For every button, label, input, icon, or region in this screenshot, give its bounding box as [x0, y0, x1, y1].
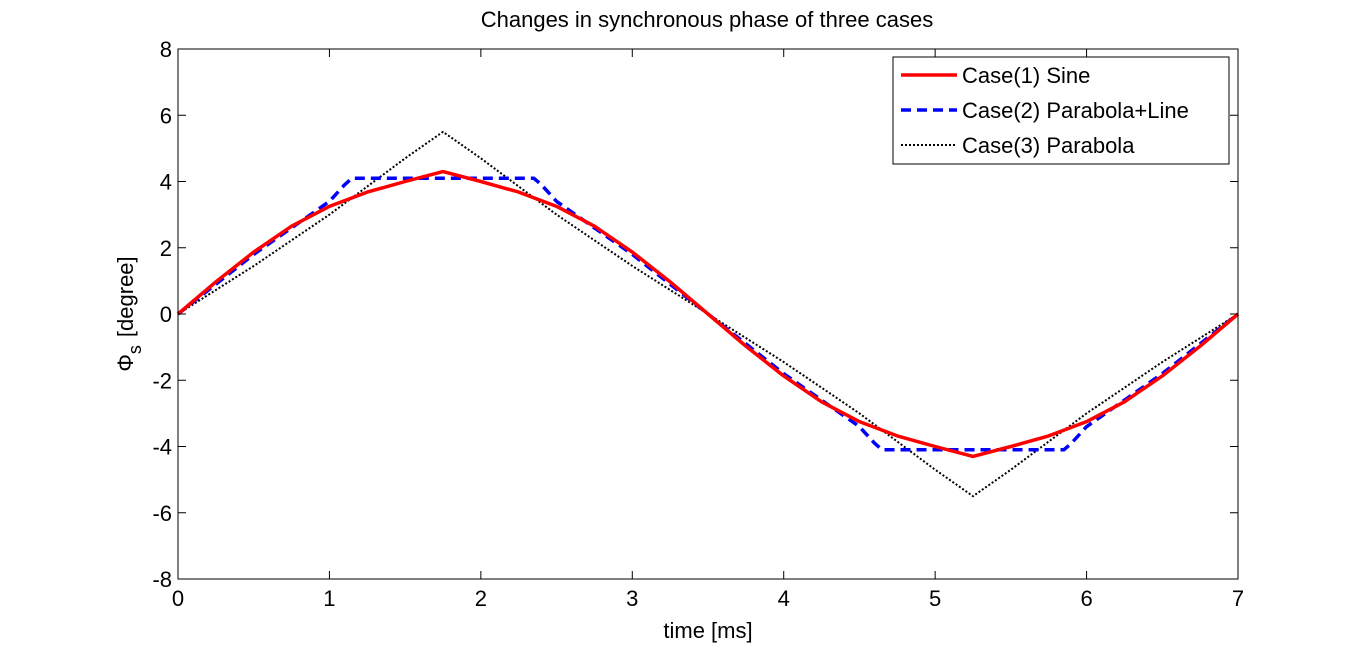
y-tick-label: -8 — [152, 567, 172, 592]
legend-label-case3: Case(3) Parabola — [962, 133, 1135, 158]
y-tick-label: -6 — [152, 501, 172, 526]
y-axis-label-subscript: s — [125, 345, 145, 354]
y-axis-label-symbol: Φ — [113, 354, 138, 372]
chart-title: Changes in synchronous phase of three ca… — [481, 7, 934, 32]
x-tick-label: 6 — [1080, 586, 1092, 611]
legend: Case(1) Sine Case(2) Parabola+Line Case(… — [892, 56, 1230, 165]
y-tick-label: 8 — [160, 37, 172, 62]
legend-label-case2: Case(2) Parabola+Line — [962, 98, 1189, 123]
y-tick-label: 6 — [160, 103, 172, 128]
x-tick-label: 2 — [475, 586, 487, 611]
x-axis-label: time [ms] — [663, 618, 752, 643]
x-tick-label: 3 — [626, 586, 638, 611]
x-tick-label: 7 — [1232, 586, 1244, 611]
y-axis-label: Φs [degree] — [113, 256, 145, 371]
x-tick-label: 0 — [172, 586, 184, 611]
y-axis-label-unit: [degree] — [113, 256, 138, 337]
legend-label-case1: Case(1) Sine — [962, 63, 1090, 88]
x-tick-label: 4 — [778, 586, 790, 611]
series-line-case1 — [176, 169, 1240, 459]
x-tick-label: 1 — [323, 586, 335, 611]
axes-layer: 0 1 2 3 4 5 6 7 -8 -6 -4 -2 0 2 4 6 8 — [152, 37, 1244, 611]
y-tick-label: 4 — [160, 170, 172, 195]
y-tick-label: -2 — [152, 368, 172, 393]
series-layer — [176, 130, 1240, 498]
x-tick-label: 5 — [929, 586, 941, 611]
y-tick-label: -4 — [152, 435, 172, 460]
y-tick-label: 2 — [160, 236, 172, 261]
y-tick-label: 0 — [160, 302, 172, 327]
